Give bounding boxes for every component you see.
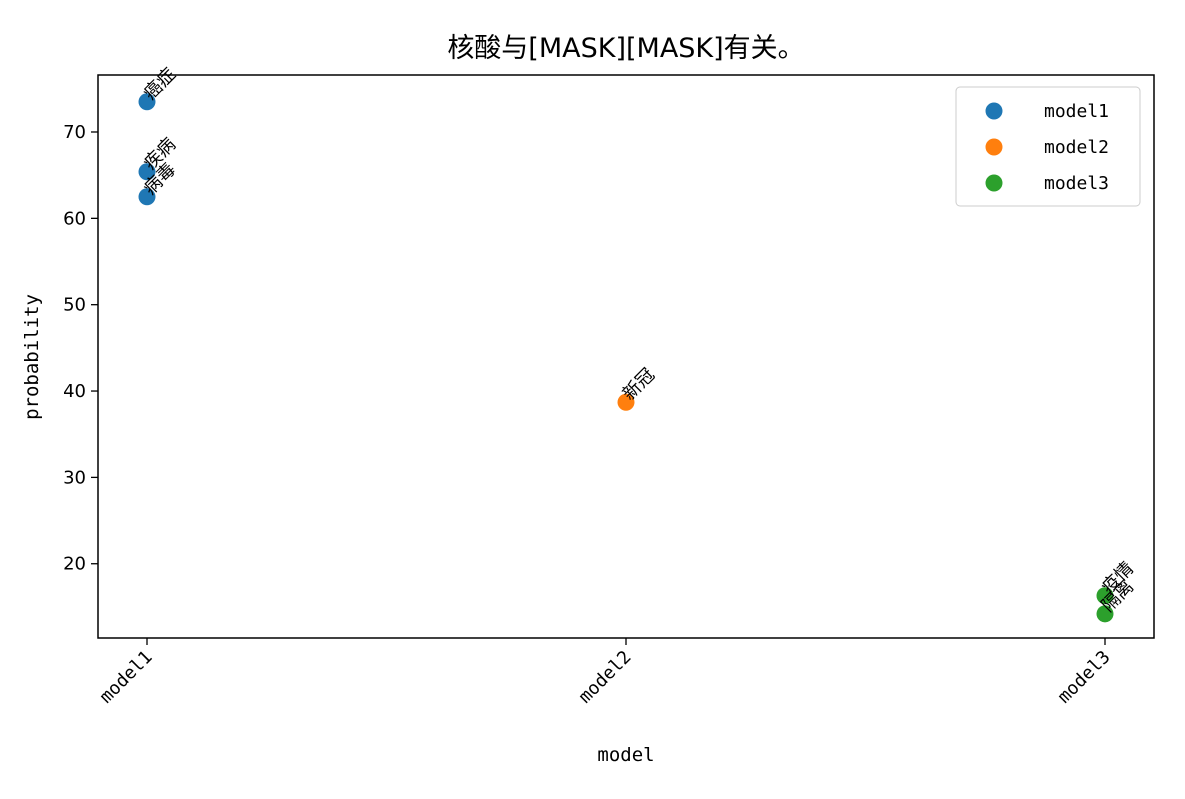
data-point (1096, 605, 1114, 623)
legend-marker (985, 174, 1003, 192)
data-point (138, 188, 156, 206)
y-tick-label: 60 (63, 208, 86, 229)
data-point (1096, 587, 1114, 605)
data-point (138, 163, 156, 181)
legend-marker (985, 102, 1003, 120)
legend-label: model1 (1044, 101, 1109, 122)
y-tick-label: 30 (63, 467, 86, 488)
x-axis-label: model (597, 744, 654, 766)
y-axis-label: probability (21, 294, 43, 420)
legend-label: model2 (1044, 137, 1109, 158)
legend: model1 model2 model3 (955, 86, 1141, 207)
y-tick-label: 50 (63, 295, 86, 316)
chart-title: 核酸与[MASK][MASK]有关。 (447, 33, 804, 64)
legend-marker (985, 138, 1003, 156)
legend-box (955, 86, 1141, 207)
y-axis: 20 30 40 50 60 70 (63, 122, 98, 575)
legend-label: model3 (1044, 173, 1109, 194)
y-tick-label: 70 (63, 122, 86, 143)
data-point (138, 93, 156, 111)
y-tick-label: 20 (63, 554, 86, 575)
y-tick-label: 40 (63, 381, 86, 402)
data-point (617, 393, 635, 411)
